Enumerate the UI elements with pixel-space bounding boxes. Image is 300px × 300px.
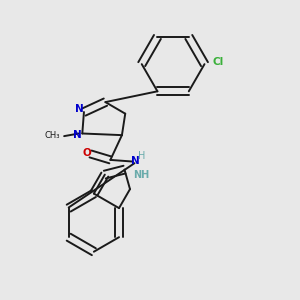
Text: N: N (75, 104, 83, 114)
Text: NH: NH (133, 169, 149, 180)
Text: N: N (73, 130, 82, 140)
Text: CH₃: CH₃ (44, 131, 60, 140)
Text: Cl: Cl (213, 58, 224, 68)
Text: O: O (82, 148, 91, 158)
Text: N: N (131, 156, 140, 166)
Text: H: H (138, 151, 146, 160)
